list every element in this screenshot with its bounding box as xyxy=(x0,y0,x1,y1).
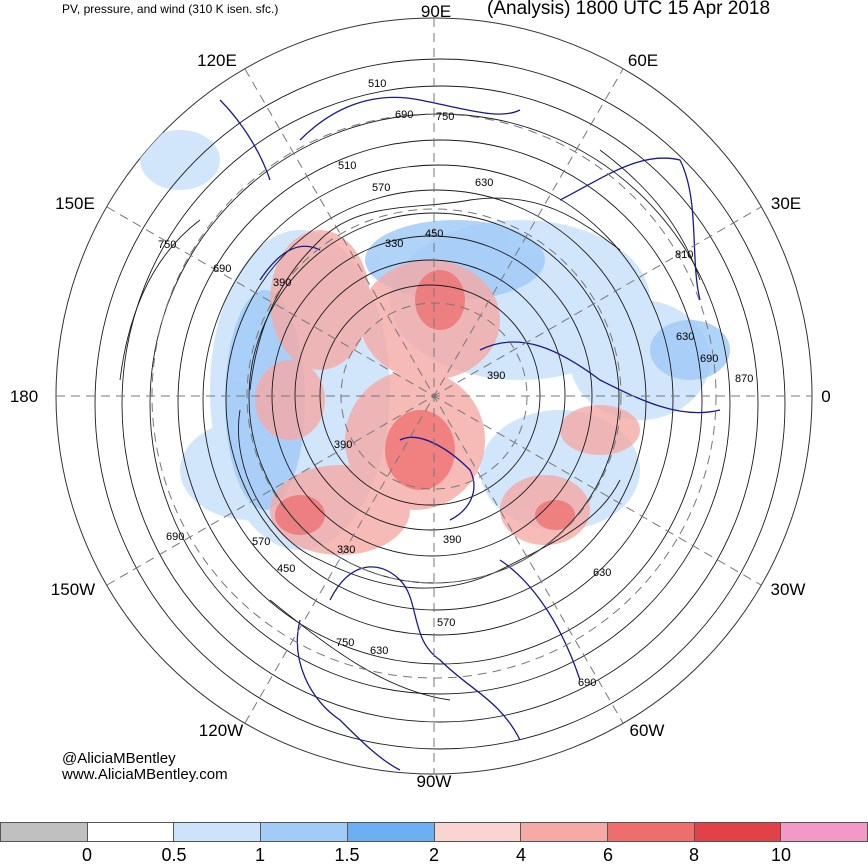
colorbar-tick: 2 xyxy=(428,845,440,865)
contour-label: 450 xyxy=(425,228,443,240)
contour-label: 870 xyxy=(735,373,753,385)
contour-label: 630 xyxy=(676,331,694,343)
colorbar-segment xyxy=(520,822,607,842)
colorbar-segment xyxy=(0,822,87,842)
contour-label: 510 xyxy=(338,160,356,172)
contour-label: 390 xyxy=(334,439,352,451)
credit-handle: @AliciaMBentley xyxy=(62,750,176,767)
contour-label: 630 xyxy=(475,177,493,189)
contour-label: 330 xyxy=(337,544,355,556)
contour-label-group: 510 690 750 630 570 330 450 390 810 630 … xyxy=(158,78,753,689)
colorbar-segment xyxy=(173,822,261,842)
contour-label: 750 xyxy=(158,239,176,251)
colorbar-tick: 1.5 xyxy=(334,845,360,865)
credit-url: www.AliciaMBentley.com xyxy=(62,766,228,783)
contour-label: 750 xyxy=(436,111,454,123)
lon-label-30e: 30E xyxy=(770,194,802,213)
contour-label: 690 xyxy=(578,677,596,689)
contour-label: 390 xyxy=(443,534,461,546)
lon-label-120e: 120E xyxy=(197,51,237,70)
polar-stereographic-map: 510 690 750 630 570 330 450 390 810 630 … xyxy=(55,17,813,775)
contour-label: 690 xyxy=(700,353,718,365)
contour-label: 630 xyxy=(370,645,388,657)
lon-label-150w: 150W xyxy=(50,580,96,599)
contour-label: 630 xyxy=(593,567,611,579)
contour-label: 390 xyxy=(487,370,505,382)
map-title: (Analysis) 1800 UTC 15 Apr 2018 xyxy=(487,0,771,19)
contour-label: 690 xyxy=(213,263,231,275)
colorbar-segment xyxy=(86,822,174,842)
pv-colorbar xyxy=(0,822,868,844)
colorbar-segment xyxy=(693,822,781,842)
lon-label-60w: 60W xyxy=(629,721,665,740)
colorbar-tick: 6 xyxy=(602,845,614,865)
contour-label: 810 xyxy=(675,249,693,261)
colorbar-tick: 1 xyxy=(254,845,266,865)
graticule xyxy=(56,18,812,774)
contour-label: 750 xyxy=(336,637,354,649)
contour-label: 510 xyxy=(368,78,386,90)
contour-label: 390 xyxy=(273,277,291,289)
contour-label: 690 xyxy=(395,109,413,121)
contour-label: 570 xyxy=(437,617,455,629)
lon-label-90e: 90E xyxy=(420,2,452,21)
colorbar-segment xyxy=(606,822,694,842)
contour-label: 570 xyxy=(252,536,270,548)
colorbar-segment xyxy=(346,822,434,842)
map-subtitle: PV, pressure, and wind (310 K isen. sfc.… xyxy=(62,2,279,16)
colorbar-tick: 4 xyxy=(515,845,527,865)
contour-label: 450 xyxy=(277,563,295,575)
contour-label: 330 xyxy=(385,238,403,250)
contour-label: 570 xyxy=(372,182,390,194)
coastlines xyxy=(219,96,721,771)
lon-label-0: 0 xyxy=(821,387,831,406)
pv-shading-peak xyxy=(275,270,575,535)
lon-label-120w: 120W xyxy=(198,721,244,740)
contour-label: 690 xyxy=(166,531,184,543)
lon-label-90w: 90W xyxy=(416,772,452,791)
colorbar-segment xyxy=(260,822,347,842)
lon-label-150e: 150E xyxy=(55,194,95,213)
lon-label-30w: 30W xyxy=(770,580,806,599)
lon-label-60e: 60E xyxy=(627,51,659,70)
colorbar-tick: 0 xyxy=(81,845,93,865)
colorbar-tick: 8 xyxy=(688,845,700,865)
pressure-contours xyxy=(94,58,786,750)
colorbar-tick: 0.5 xyxy=(161,845,187,865)
lon-label-180: 180 xyxy=(9,387,39,406)
colorbar-tick: 10 xyxy=(770,845,792,865)
colorbar-segment xyxy=(433,822,521,842)
colorbar-segment xyxy=(780,822,868,842)
